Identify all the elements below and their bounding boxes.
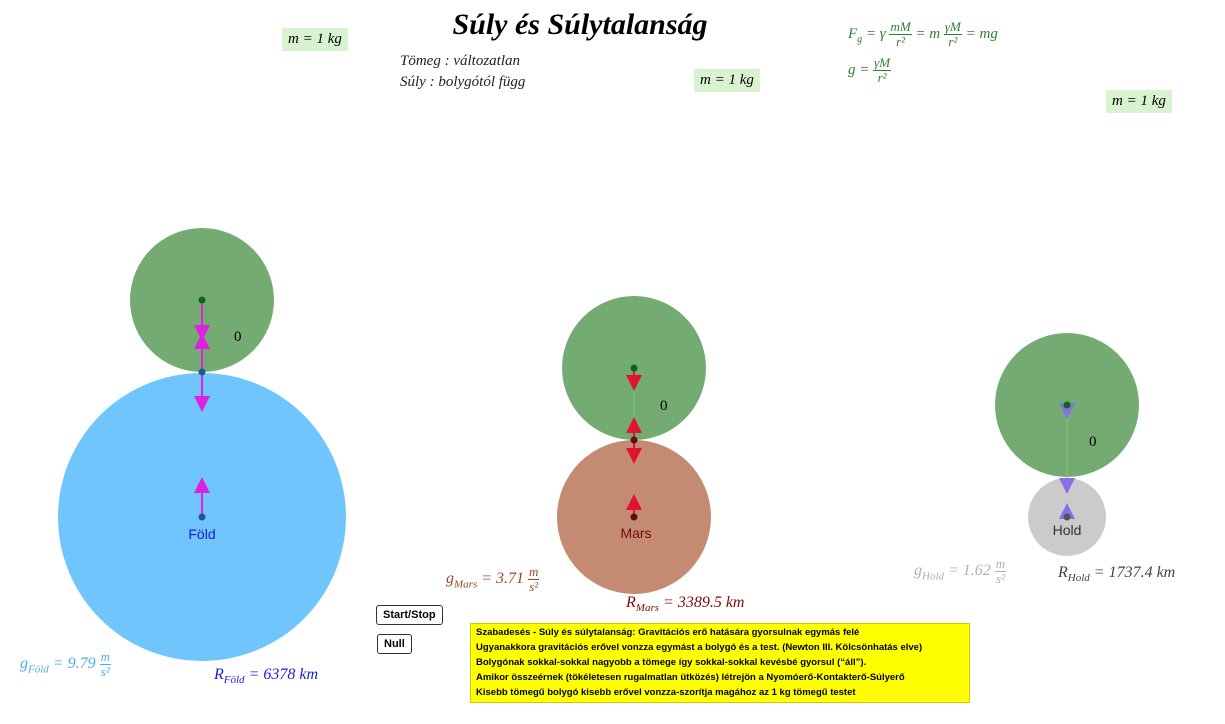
earth-name-label: Föld [188,526,215,542]
mars-planet-center[interactable] [630,513,638,521]
null-reset-button[interactable]: Null [377,634,412,654]
moon-system: Hold 0 [995,333,1139,556]
info-box: Szabadesés - Súly és súlytalanság: Gravi… [470,623,970,703]
earth-contact-point[interactable] [198,368,206,376]
mars-distance-value: 0 [660,398,668,414]
mass-weight-notes: Tömeg : változatlan Súly : bolygótól füg… [400,51,525,93]
info-line-1: Szabadesés - Súly és súlytalanság: Gravi… [476,627,860,638]
formula-part-c: = mg [961,25,998,42]
mars-body-center[interactable] [630,364,638,372]
earth-body-center[interactable] [198,296,206,304]
earth-planet-center[interactable] [198,513,206,521]
mars-system: Mars 0 [557,296,711,594]
formula-part-b: = m [911,25,944,42]
moon-planet-center[interactable] [1063,513,1071,521]
gravity-force-formula: Fg = γ mM r² = m γM r² = mg [848,20,998,49]
note-mass: Tömeg : változatlan [400,53,520,69]
moon-radius-label: RHold = 1737.4 km [1058,564,1176,585]
formula-frac1: mM r² [889,19,912,49]
earth-system: Föld 0 [58,228,346,661]
moon-distance-value: 0 [1089,434,1097,450]
start-stop-button[interactable]: Start/Stop [376,605,443,625]
earth-radius-label: RFöld = 6378 km [214,666,319,687]
formula-f-sub: g [857,33,863,45]
formula-part-a: = γ [862,25,890,42]
formula-frac3: γM r² [873,55,892,85]
page-title: Súly és Súlytalanság [452,8,708,41]
earth-gravity-label: gFöld = 9.79 m s² [20,649,111,679]
info-line-4: Amikor összeérnek (tökéletesen rugalmatl… [476,672,905,683]
formula-frac2: γM r² [943,19,962,49]
mass-label-hold: m = 1 kg [1106,90,1172,113]
mars-contact-point[interactable] [630,436,638,444]
info-line-3: Bolygónak sokkal-sokkal nagyobb a tömege… [476,657,867,668]
mars-name-label: Mars [620,525,651,541]
earth-distance-value: 0 [234,329,242,345]
info-line-5: Kisebb tömegű bolygó kisebb erővel vonzz… [476,687,856,698]
info-line-2: Ugyanakkora gravitációs erővel vonzza eg… [476,642,923,653]
moon-gravity-label: gHold = 1.62 m s² [914,556,1007,586]
mass-label-fold: m = 1 kg [282,28,348,51]
gravity-acceleration-formula: g = γM r² [848,55,892,85]
note-weight: Súly : bolygótól függ [400,74,526,90]
moon-name-label: Hold [1053,522,1082,538]
mass-label-mars: m = 1 kg [694,69,760,92]
formula-g: g = [848,61,874,78]
mars-radius-label: RMars = 3389.5 km [626,594,745,615]
moon-body-center[interactable] [1063,401,1071,409]
formula-f: F [848,25,858,42]
mars-gravity-label: gMars = 3.71 m s² [446,564,540,594]
